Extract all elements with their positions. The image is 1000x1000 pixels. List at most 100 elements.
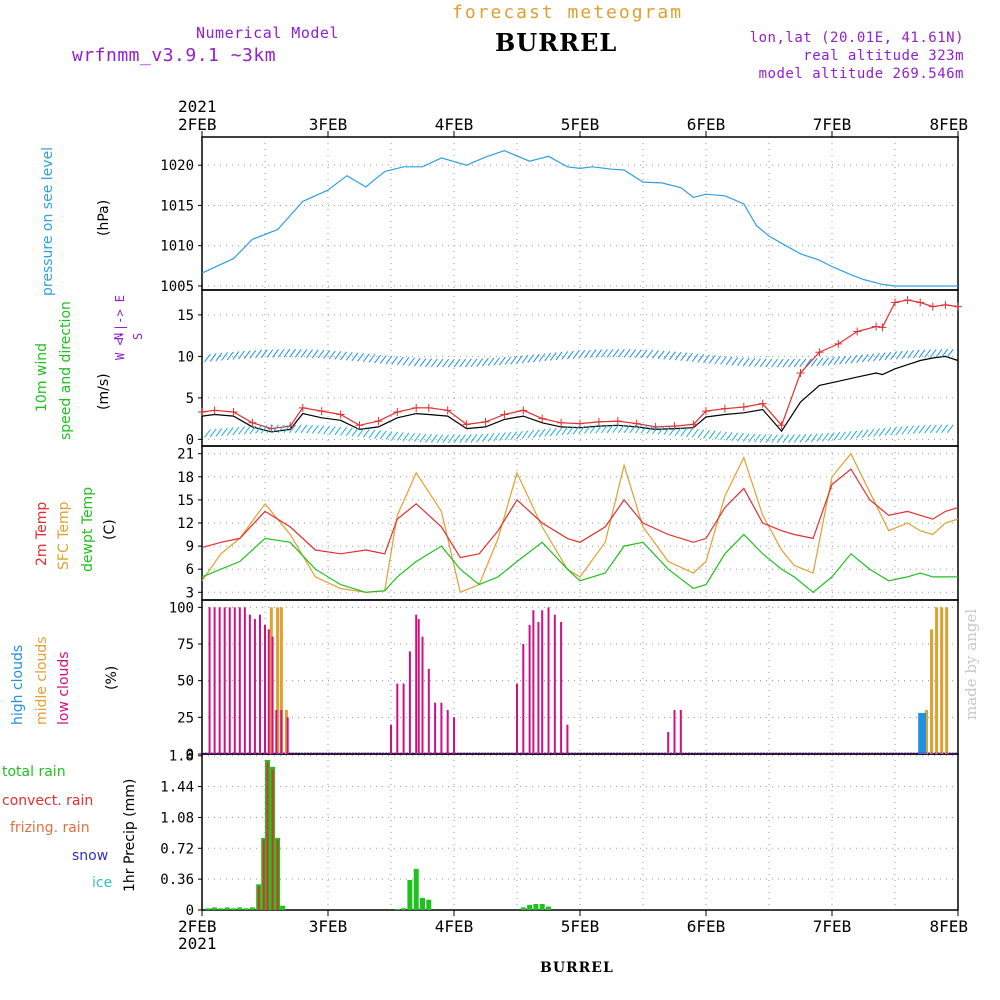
low-cloud-bar: [271, 636, 274, 754]
total-rain-bar: [407, 880, 413, 910]
wind-direction-barb: [476, 358, 484, 367]
ice-label: ice: [92, 875, 113, 891]
total-rain-bar: [224, 907, 230, 910]
low-cloud-bar: [390, 724, 392, 754]
model-name: wrfnmm_v3.9.1 ~3km: [72, 45, 277, 66]
y-tick-label: 0: [186, 747, 194, 763]
wind-direction-barb: [442, 358, 450, 368]
dewpt-series: [201, 533, 958, 594]
total-rain-bar: [249, 907, 255, 910]
wind-direction-barb: [799, 358, 807, 368]
wind-direction-barb: [493, 357, 501, 366]
low-cloud-bar: [408, 651, 411, 754]
wind-direction-barb: [601, 349, 608, 358]
wind-direction-barb: [782, 434, 790, 443]
wind-direction-barb: [527, 429, 535, 439]
wind-direction-barb: [822, 432, 829, 442]
gust-marker: [538, 414, 547, 423]
gust-marker: [317, 407, 326, 416]
x-year-bottom: 2021: [178, 934, 217, 953]
x-tick-label-bottom: 4FEB: [435, 917, 474, 936]
total-rain-bar: [413, 868, 419, 910]
y-tick-label: 1.08: [160, 810, 194, 826]
gust-marker: [393, 407, 402, 416]
low-cloud-bar: [253, 619, 256, 754]
wind-direction-barb: [680, 427, 688, 437]
wind-direction-barb: [430, 358, 438, 368]
low-cloud-bar: [208, 607, 211, 754]
wind-direction-barb: [260, 424, 268, 434]
wind-direction-barb: [907, 350, 914, 359]
wind-direction-barb: [419, 433, 427, 443]
wind-direction-barb: [515, 430, 523, 440]
low-cloud-bar: [417, 619, 420, 754]
wind-direction-barb: [351, 427, 359, 437]
wind-direction-barb: [584, 425, 591, 434]
wind-direction-barb: [419, 358, 427, 367]
wind-direction-barb: [459, 434, 467, 443]
total-rain-bar: [394, 909, 400, 910]
gust-marker: [954, 302, 962, 311]
gust-marker: [689, 420, 698, 429]
wind-direction-barb: [379, 355, 387, 364]
wind-direction-barb: [873, 352, 880, 362]
model-label: Numerical Model: [196, 24, 339, 42]
wind-direction-barb: [527, 354, 535, 363]
wind-direction-barb: [771, 358, 778, 368]
wind-direction-barb: [816, 357, 824, 367]
wind-direction-barb: [652, 425, 659, 435]
wind-direction-barb: [946, 348, 954, 358]
wind-direction-barb: [232, 351, 240, 360]
wind-direction-barb: [464, 358, 472, 368]
wind-direction-barb: [878, 427, 886, 437]
wind-direction-barb: [544, 428, 552, 437]
wind-direction-barb: [493, 432, 501, 442]
wind-direction-barb: [266, 424, 274, 434]
wind-direction-barb: [635, 349, 642, 358]
wind-direction-barb: [884, 427, 892, 436]
wind-direction-barb: [663, 426, 671, 436]
gust-marker: [941, 300, 950, 309]
wind-direction-barb: [708, 355, 716, 364]
wind-direction-barb: [408, 432, 416, 442]
wind-direction-barb: [289, 348, 296, 358]
mid-cloud-bar: [279, 607, 283, 754]
wind-direction-barb: [277, 348, 285, 358]
low-cloud-bar: [286, 717, 289, 754]
mid-cloud-bar: [276, 607, 280, 754]
low-cloud-bar: [560, 622, 563, 754]
low-cloud-bar: [446, 710, 449, 754]
y-tick-label: 75: [177, 637, 194, 653]
gust-marker: [412, 403, 421, 412]
pressure-series: [201, 150, 958, 287]
total-rain-label: total rain: [2, 764, 66, 780]
wind-direction-barb: [623, 348, 631, 358]
wind-direction-barb: [929, 349, 937, 358]
wind-direction-barb: [555, 427, 563, 436]
low-cloud-bar: [275, 710, 278, 754]
wind-direction-barb: [549, 427, 557, 437]
gust-marker: [758, 399, 767, 408]
wind-direction-barb: [498, 356, 506, 366]
gust-marker: [374, 417, 383, 426]
wind-direction-barb: [572, 425, 580, 435]
snow-label: snow: [72, 848, 109, 864]
total-rain-bar: [539, 904, 545, 910]
wind-direction-barb: [289, 424, 296, 434]
y-tick-label: 10: [177, 349, 194, 365]
low-cloud-bar: [516, 683, 518, 754]
wind-direction-barb: [328, 426, 336, 435]
gust-marker: [613, 417, 622, 426]
wind-direction-barb: [306, 349, 313, 358]
wind-direction-barb: [884, 351, 892, 361]
convect-rain-label: convect. rain: [2, 793, 94, 809]
wind-direction-barb: [929, 424, 937, 434]
wind-direction-barb: [487, 433, 495, 442]
wind-direction-barb: [317, 349, 325, 359]
wind-direction-barb: [793, 434, 801, 443]
wind-direction-barb: [833, 431, 841, 441]
wind-direction-barb: [209, 428, 217, 438]
wind-direction-barb: [391, 431, 399, 441]
wind-direction-barb: [385, 431, 393, 440]
wind-direction-barb: [481, 357, 489, 367]
